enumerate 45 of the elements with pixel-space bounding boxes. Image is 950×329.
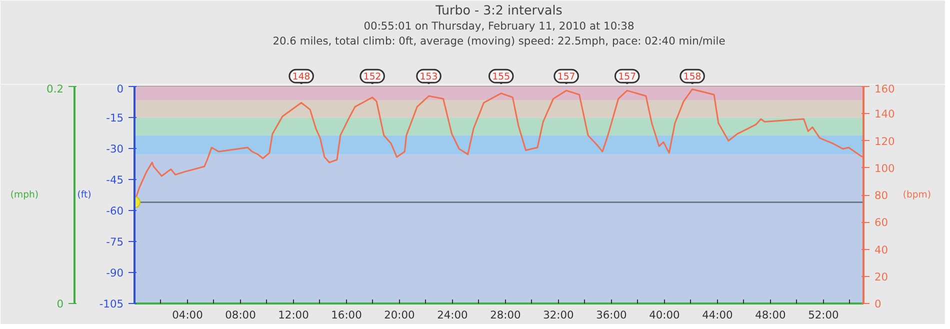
y2-axis-title: (bpm): [902, 190, 932, 200]
x-tick-label: 28:00: [490, 308, 522, 322]
y2-tick-label: 0: [874, 298, 882, 310]
y-tick-label: -75: [106, 236, 124, 248]
x-tick-label: 52:00: [808, 308, 840, 322]
y2-tick-label: 80: [874, 189, 888, 202]
x-tick-label: 40:00: [649, 308, 680, 322]
x-tick-label: 44:00: [702, 308, 734, 322]
chart-subtitle: 00:55:01 on Thursday, February 11, 2010 at 10:38: [364, 20, 634, 32]
y-tick-label: -105: [99, 298, 124, 310]
y2-tick-label: 60: [874, 216, 888, 230]
x-tick-label: 36:00: [596, 308, 628, 322]
x-tick-label: 04:00: [172, 308, 204, 322]
data-label: 157: [557, 72, 576, 83]
y2-tick-label: 100: [874, 162, 896, 175]
y3-tick-label: 0.2: [46, 82, 64, 96]
y2-tick-label: 40: [874, 243, 888, 256]
data-label: 153: [420, 72, 438, 83]
text: 20.6 miles, total climb: 0ft, average (moving) speed: 22.5mph, pace: 02:40 min/mile: [272, 34, 726, 48]
y3-axis-title: (mph): [10, 190, 39, 200]
x-tick-label: 48:00: [755, 308, 786, 322]
y3-tick-label: 0: [56, 298, 64, 310]
chart-title: Turbo - 3:2 intervals: [434, 2, 562, 18]
data-label: 155: [492, 72, 510, 83]
data-label: 148: [292, 72, 310, 83]
y-axis-title: (ft): [77, 190, 92, 200]
y-tick-label: -15: [106, 112, 124, 124]
y2-tick-label: 120: [874, 134, 896, 148]
x-tick-label: 12:00: [278, 308, 310, 322]
x-tick-label: 16:00: [331, 308, 362, 322]
y2-tick-label: 20: [874, 270, 888, 284]
x-tick-label: 32:00: [543, 308, 574, 322]
y-tick-label: -90: [106, 266, 124, 280]
y-tick-label: -30: [106, 142, 124, 156]
x-tick-label: 08:00: [225, 308, 256, 322]
x-tick-label: 24:00: [437, 308, 468, 322]
x-tick-label: 20:00: [384, 308, 416, 322]
y-tick-label: -45: [106, 174, 124, 186]
data-label: 152: [363, 72, 382, 83]
y-tick-label: -60: [106, 204, 124, 218]
y2-tick-label: 140: [874, 108, 896, 121]
y-tick-label: 0: [116, 82, 124, 96]
data-label: 157: [618, 72, 636, 83]
y2-tick-label: 160: [874, 82, 896, 96]
data-label: 158: [683, 72, 702, 83]
